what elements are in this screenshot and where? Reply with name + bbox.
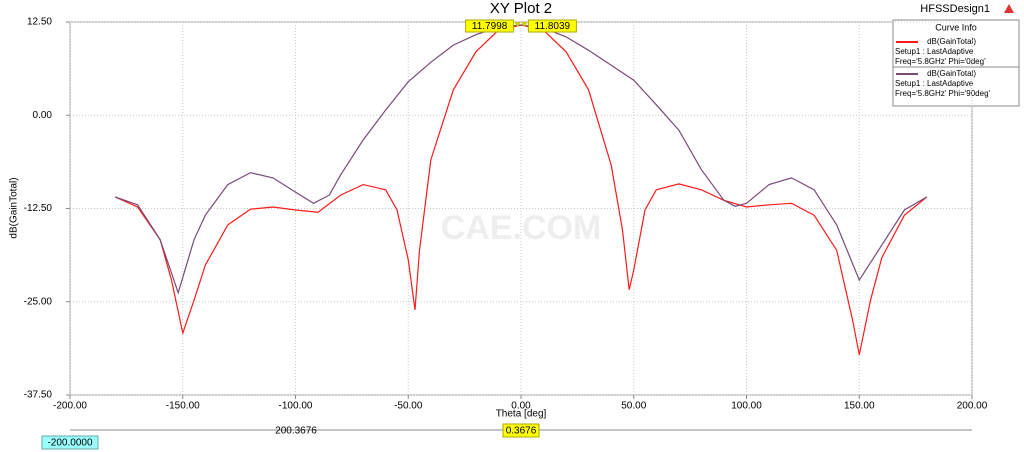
x-tick-label: -200.00 xyxy=(53,401,87,412)
marker-label-box xyxy=(465,19,515,33)
x-tick-label: 50.00 xyxy=(621,401,646,412)
marker-label: 11.7998 xyxy=(472,21,508,32)
y-tick-label: -37.50 xyxy=(24,390,53,401)
legend-box xyxy=(892,19,1020,107)
legend-title: Curve Info xyxy=(935,22,977,32)
y-tick-label: 12.50 xyxy=(27,17,52,28)
y-tick-label: -25.00 xyxy=(24,296,53,307)
legend-entry: dB(GainTotal) xyxy=(927,37,976,46)
y-axis-label: dB(GainTotal) xyxy=(9,177,20,238)
design-name: HFSSDesign1 xyxy=(920,3,990,15)
marker-label-box xyxy=(527,19,577,33)
cursor-start: -200.0000 xyxy=(47,438,92,449)
legend-entry: dB(GainTotal) xyxy=(927,69,976,78)
marker xyxy=(521,22,528,28)
x-tick-label: -50.00 xyxy=(394,401,423,412)
x-tick-label: 150.00 xyxy=(844,401,875,412)
x-tick-label: -150.00 xyxy=(166,401,200,412)
cursor-span: 200.3676 xyxy=(275,426,317,437)
cursor-end: 0.3676 xyxy=(506,426,537,437)
marker xyxy=(514,22,521,28)
chart-title: XY Plot 2 xyxy=(490,0,552,17)
legend: Curve Info dB(GainTotal)Setup1 : LastAda… xyxy=(892,19,1020,107)
legend-setup: Setup1 : LastAdaptive xyxy=(895,79,974,88)
cursor-end-box xyxy=(502,423,540,438)
warning-icon xyxy=(1004,4,1014,13)
x-tick-label: 200.00 xyxy=(957,401,988,412)
cursor-start-box xyxy=(41,435,99,450)
x-tick-label: 100.00 xyxy=(731,401,762,412)
marker-label: 11.8039 xyxy=(535,21,571,32)
y-tick-label: -12.50 xyxy=(24,203,53,214)
watermark: CAE.COM xyxy=(441,209,602,247)
legend-condition: Freq='5.8GHz' Phi='90deg' xyxy=(895,89,991,98)
legend-condition: Freq='5.8GHz' Phi='0deg' xyxy=(895,57,986,66)
y-tick-label: 0.00 xyxy=(33,110,53,121)
x-tick-label: 0.00 xyxy=(511,401,531,412)
legend-setup: Setup1 : LastAdaptive xyxy=(895,47,974,56)
x-tick-label: -100.00 xyxy=(279,401,313,412)
x-axis-label: Theta [deg] xyxy=(496,409,547,420)
